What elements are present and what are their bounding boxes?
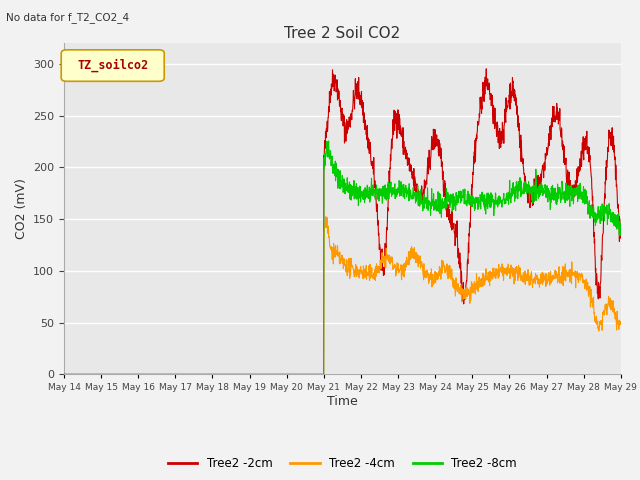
Text: TZ_soilco2: TZ_soilco2 (77, 59, 148, 72)
X-axis label: Time: Time (327, 395, 358, 408)
Legend: Tree2 -2cm, Tree2 -4cm, Tree2 -8cm: Tree2 -2cm, Tree2 -4cm, Tree2 -8cm (163, 452, 522, 475)
Y-axis label: CO2 (mV): CO2 (mV) (15, 179, 28, 239)
Title: Tree 2 Soil CO2: Tree 2 Soil CO2 (284, 25, 401, 41)
FancyBboxPatch shape (61, 50, 164, 81)
Text: No data for f_T2_CO2_4: No data for f_T2_CO2_4 (6, 12, 129, 23)
